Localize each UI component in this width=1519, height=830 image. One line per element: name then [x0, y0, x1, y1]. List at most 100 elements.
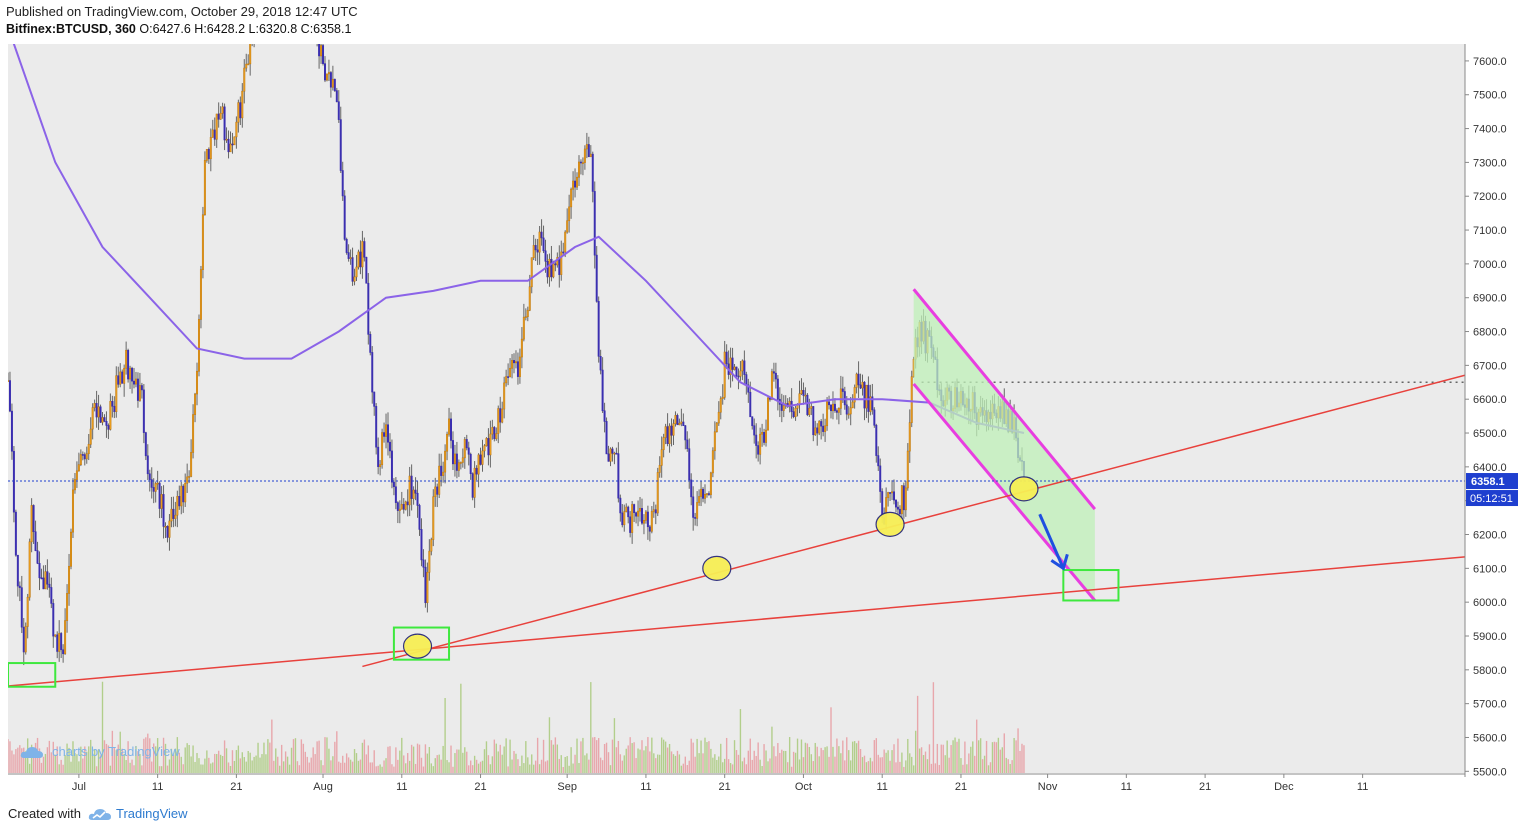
candle-body	[107, 425, 110, 430]
volume-bar	[369, 762, 371, 773]
candle-body	[418, 505, 421, 530]
candle-body	[717, 411, 720, 424]
candle-body	[585, 144, 588, 150]
volume-bar	[668, 743, 671, 773]
volume-bar	[410, 744, 413, 773]
volume-bar	[178, 752, 180, 773]
volume-bar	[475, 759, 478, 773]
candle-body	[841, 388, 844, 392]
volume-bar	[570, 747, 572, 773]
candle-body	[891, 491, 894, 494]
candle-body	[396, 502, 399, 511]
candle-body	[513, 360, 516, 364]
candle-body	[524, 316, 527, 318]
volume-bar	[617, 740, 620, 773]
candle-body	[44, 571, 47, 590]
volume-bar	[19, 745, 21, 773]
volume-bar	[534, 760, 537, 773]
volume-bar	[851, 741, 854, 773]
countdown-tag	[1466, 490, 1518, 507]
candle-body	[99, 406, 102, 423]
volume-bar	[499, 744, 501, 773]
volume-bar	[387, 746, 389, 773]
candle-body	[489, 433, 492, 456]
candle-body	[197, 319, 200, 372]
candle-body	[89, 428, 92, 445]
y-tick-label: 6800.0	[1473, 327, 1507, 339]
ohlc-high: 6428.2	[206, 22, 246, 36]
volume-bar	[505, 738, 507, 773]
volume-bar	[950, 745, 952, 773]
volume-bar	[594, 737, 596, 773]
volume-bar	[351, 761, 354, 773]
volume-bar	[428, 746, 431, 773]
volume-bar	[95, 766, 98, 773]
volume-bar	[966, 764, 968, 773]
candle-body	[85, 453, 88, 460]
volume-bar	[546, 760, 549, 773]
volume-bar	[109, 765, 112, 773]
candle-body	[20, 587, 23, 628]
volume-bar	[371, 762, 373, 773]
volume-bar	[343, 762, 346, 773]
volume-bar	[848, 750, 850, 773]
volume-bar	[952, 740, 954, 773]
volume-bar	[718, 756, 720, 773]
volume-bar	[657, 754, 659, 773]
volume-bar	[141, 765, 143, 773]
candle-body	[48, 583, 51, 588]
volume-bar	[332, 756, 334, 773]
candle-body	[869, 396, 872, 412]
candle-body	[446, 433, 449, 452]
candle-body	[538, 231, 541, 253]
volume-bar	[623, 755, 625, 773]
volume-bar	[914, 730, 917, 773]
volume-bar	[432, 766, 434, 773]
candle-body	[511, 360, 514, 369]
volume-bar	[279, 765, 281, 773]
volume-bar	[865, 762, 868, 773]
candle-body	[627, 506, 630, 518]
candle-body	[34, 531, 37, 552]
volume-bar	[334, 741, 336, 773]
volume-bar	[806, 743, 809, 773]
candle-body	[709, 472, 712, 495]
volume-bar	[1003, 733, 1005, 773]
candle-body	[648, 526, 651, 532]
volume-bar	[186, 743, 188, 773]
volume-bar	[13, 754, 15, 773]
candle-body	[406, 501, 409, 506]
volume-bar	[397, 759, 399, 773]
candle-body	[818, 421, 821, 434]
candle-body	[605, 421, 608, 455]
volume-bar	[533, 764, 535, 773]
volume-bar	[767, 761, 769, 773]
candle-body	[574, 180, 577, 188]
tradingview-link[interactable]: TradingView	[116, 806, 188, 821]
volume-bar	[275, 748, 277, 773]
volume-bar	[1001, 747, 1003, 773]
candle-body	[125, 349, 128, 369]
candle-body	[134, 378, 137, 385]
candle-body	[32, 505, 35, 533]
candle-body	[737, 375, 740, 378]
volume-bar	[517, 759, 519, 773]
volume-bar	[568, 765, 570, 773]
candle-body	[351, 257, 354, 282]
candle-body	[814, 427, 817, 436]
volume-bar	[460, 683, 462, 773]
candle-body	[601, 369, 604, 412]
candle-body	[593, 191, 596, 256]
volume-bar	[495, 743, 497, 773]
volume-bar	[828, 756, 830, 773]
volume-bar	[716, 759, 718, 773]
volume-bar	[761, 766, 763, 773]
candle-body	[420, 529, 423, 561]
volume-bar	[846, 737, 848, 773]
volume-bar	[338, 761, 340, 773]
volume-bar	[936, 743, 939, 773]
x-tick-label: Oct	[795, 781, 812, 793]
candle-body	[499, 408, 502, 423]
volume-bar	[596, 740, 598, 773]
volume-bar	[826, 746, 828, 773]
